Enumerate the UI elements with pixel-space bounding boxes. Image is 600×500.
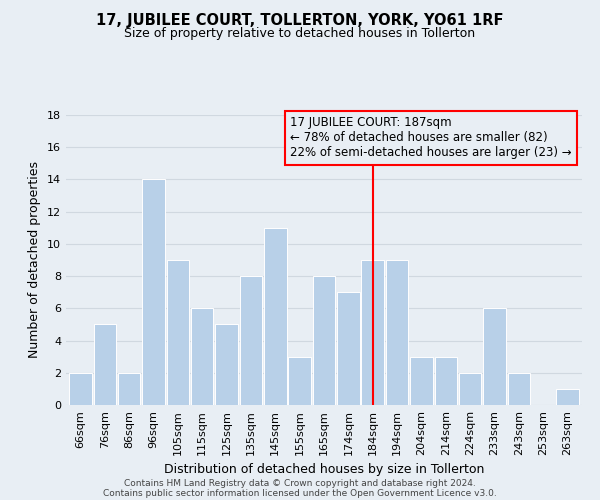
Bar (337, 292, 359, 405)
Text: Contains HM Land Registry data © Crown copyright and database right 2024.: Contains HM Land Registry data © Crown c… (124, 478, 476, 488)
Text: 17, JUBILEE COURT, TOLLERTON, YORK, YO61 1RF: 17, JUBILEE COURT, TOLLERTON, YORK, YO61… (96, 12, 504, 28)
Bar (410, 356, 433, 405)
Text: 17 JUBILEE COURT: 187sqm
← 78% of detached houses are smaller (82)
22% of semi-d: 17 JUBILEE COURT: 187sqm ← 78% of detach… (290, 116, 572, 160)
Bar (167, 260, 189, 405)
Bar (94, 324, 116, 405)
Bar (459, 373, 481, 405)
Bar (313, 276, 335, 405)
Y-axis label: Number of detached properties: Number of detached properties (28, 162, 41, 358)
Bar (70, 373, 92, 405)
Bar (240, 276, 262, 405)
Bar (215, 324, 238, 405)
Bar (264, 228, 287, 405)
Bar (556, 389, 578, 405)
Bar (191, 308, 214, 405)
Bar (483, 308, 506, 405)
Bar (386, 260, 408, 405)
Bar (118, 373, 140, 405)
Bar (434, 356, 457, 405)
Text: Size of property relative to detached houses in Tollerton: Size of property relative to detached ho… (124, 28, 476, 40)
Text: Contains public sector information licensed under the Open Government Licence v3: Contains public sector information licen… (103, 488, 497, 498)
Bar (142, 180, 165, 405)
Bar (508, 373, 530, 405)
Bar (289, 356, 311, 405)
Bar (361, 260, 384, 405)
X-axis label: Distribution of detached houses by size in Tollerton: Distribution of detached houses by size … (164, 464, 484, 476)
